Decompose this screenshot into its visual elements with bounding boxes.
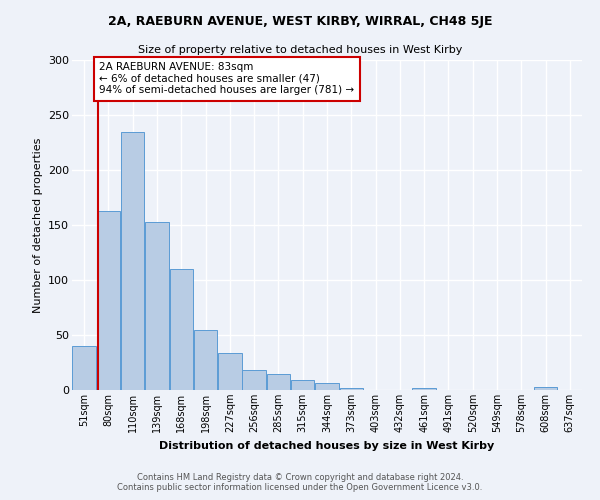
- Bar: [145, 222, 169, 390]
- Bar: [266, 374, 290, 390]
- Bar: [218, 352, 242, 390]
- Text: Size of property relative to detached houses in West Kirby: Size of property relative to detached ho…: [138, 45, 462, 55]
- Bar: [534, 386, 557, 390]
- Text: 2A RAEBURN AVENUE: 83sqm
← 6% of detached houses are smaller (47)
94% of semi-de: 2A RAEBURN AVENUE: 83sqm ← 6% of detache…: [99, 62, 355, 96]
- Bar: [194, 330, 217, 390]
- Bar: [412, 388, 436, 390]
- Bar: [97, 210, 120, 390]
- Bar: [121, 132, 145, 390]
- Bar: [73, 346, 96, 390]
- Y-axis label: Number of detached properties: Number of detached properties: [32, 138, 43, 312]
- Bar: [242, 370, 266, 390]
- Bar: [291, 380, 314, 390]
- Text: Contains HM Land Registry data © Crown copyright and database right 2024.
Contai: Contains HM Land Registry data © Crown c…: [118, 473, 482, 492]
- X-axis label: Distribution of detached houses by size in West Kirby: Distribution of detached houses by size …: [160, 440, 494, 450]
- Bar: [170, 269, 193, 390]
- Text: 2A, RAEBURN AVENUE, WEST KIRBY, WIRRAL, CH48 5JE: 2A, RAEBURN AVENUE, WEST KIRBY, WIRRAL, …: [108, 15, 492, 28]
- Bar: [315, 384, 339, 390]
- Bar: [340, 388, 363, 390]
